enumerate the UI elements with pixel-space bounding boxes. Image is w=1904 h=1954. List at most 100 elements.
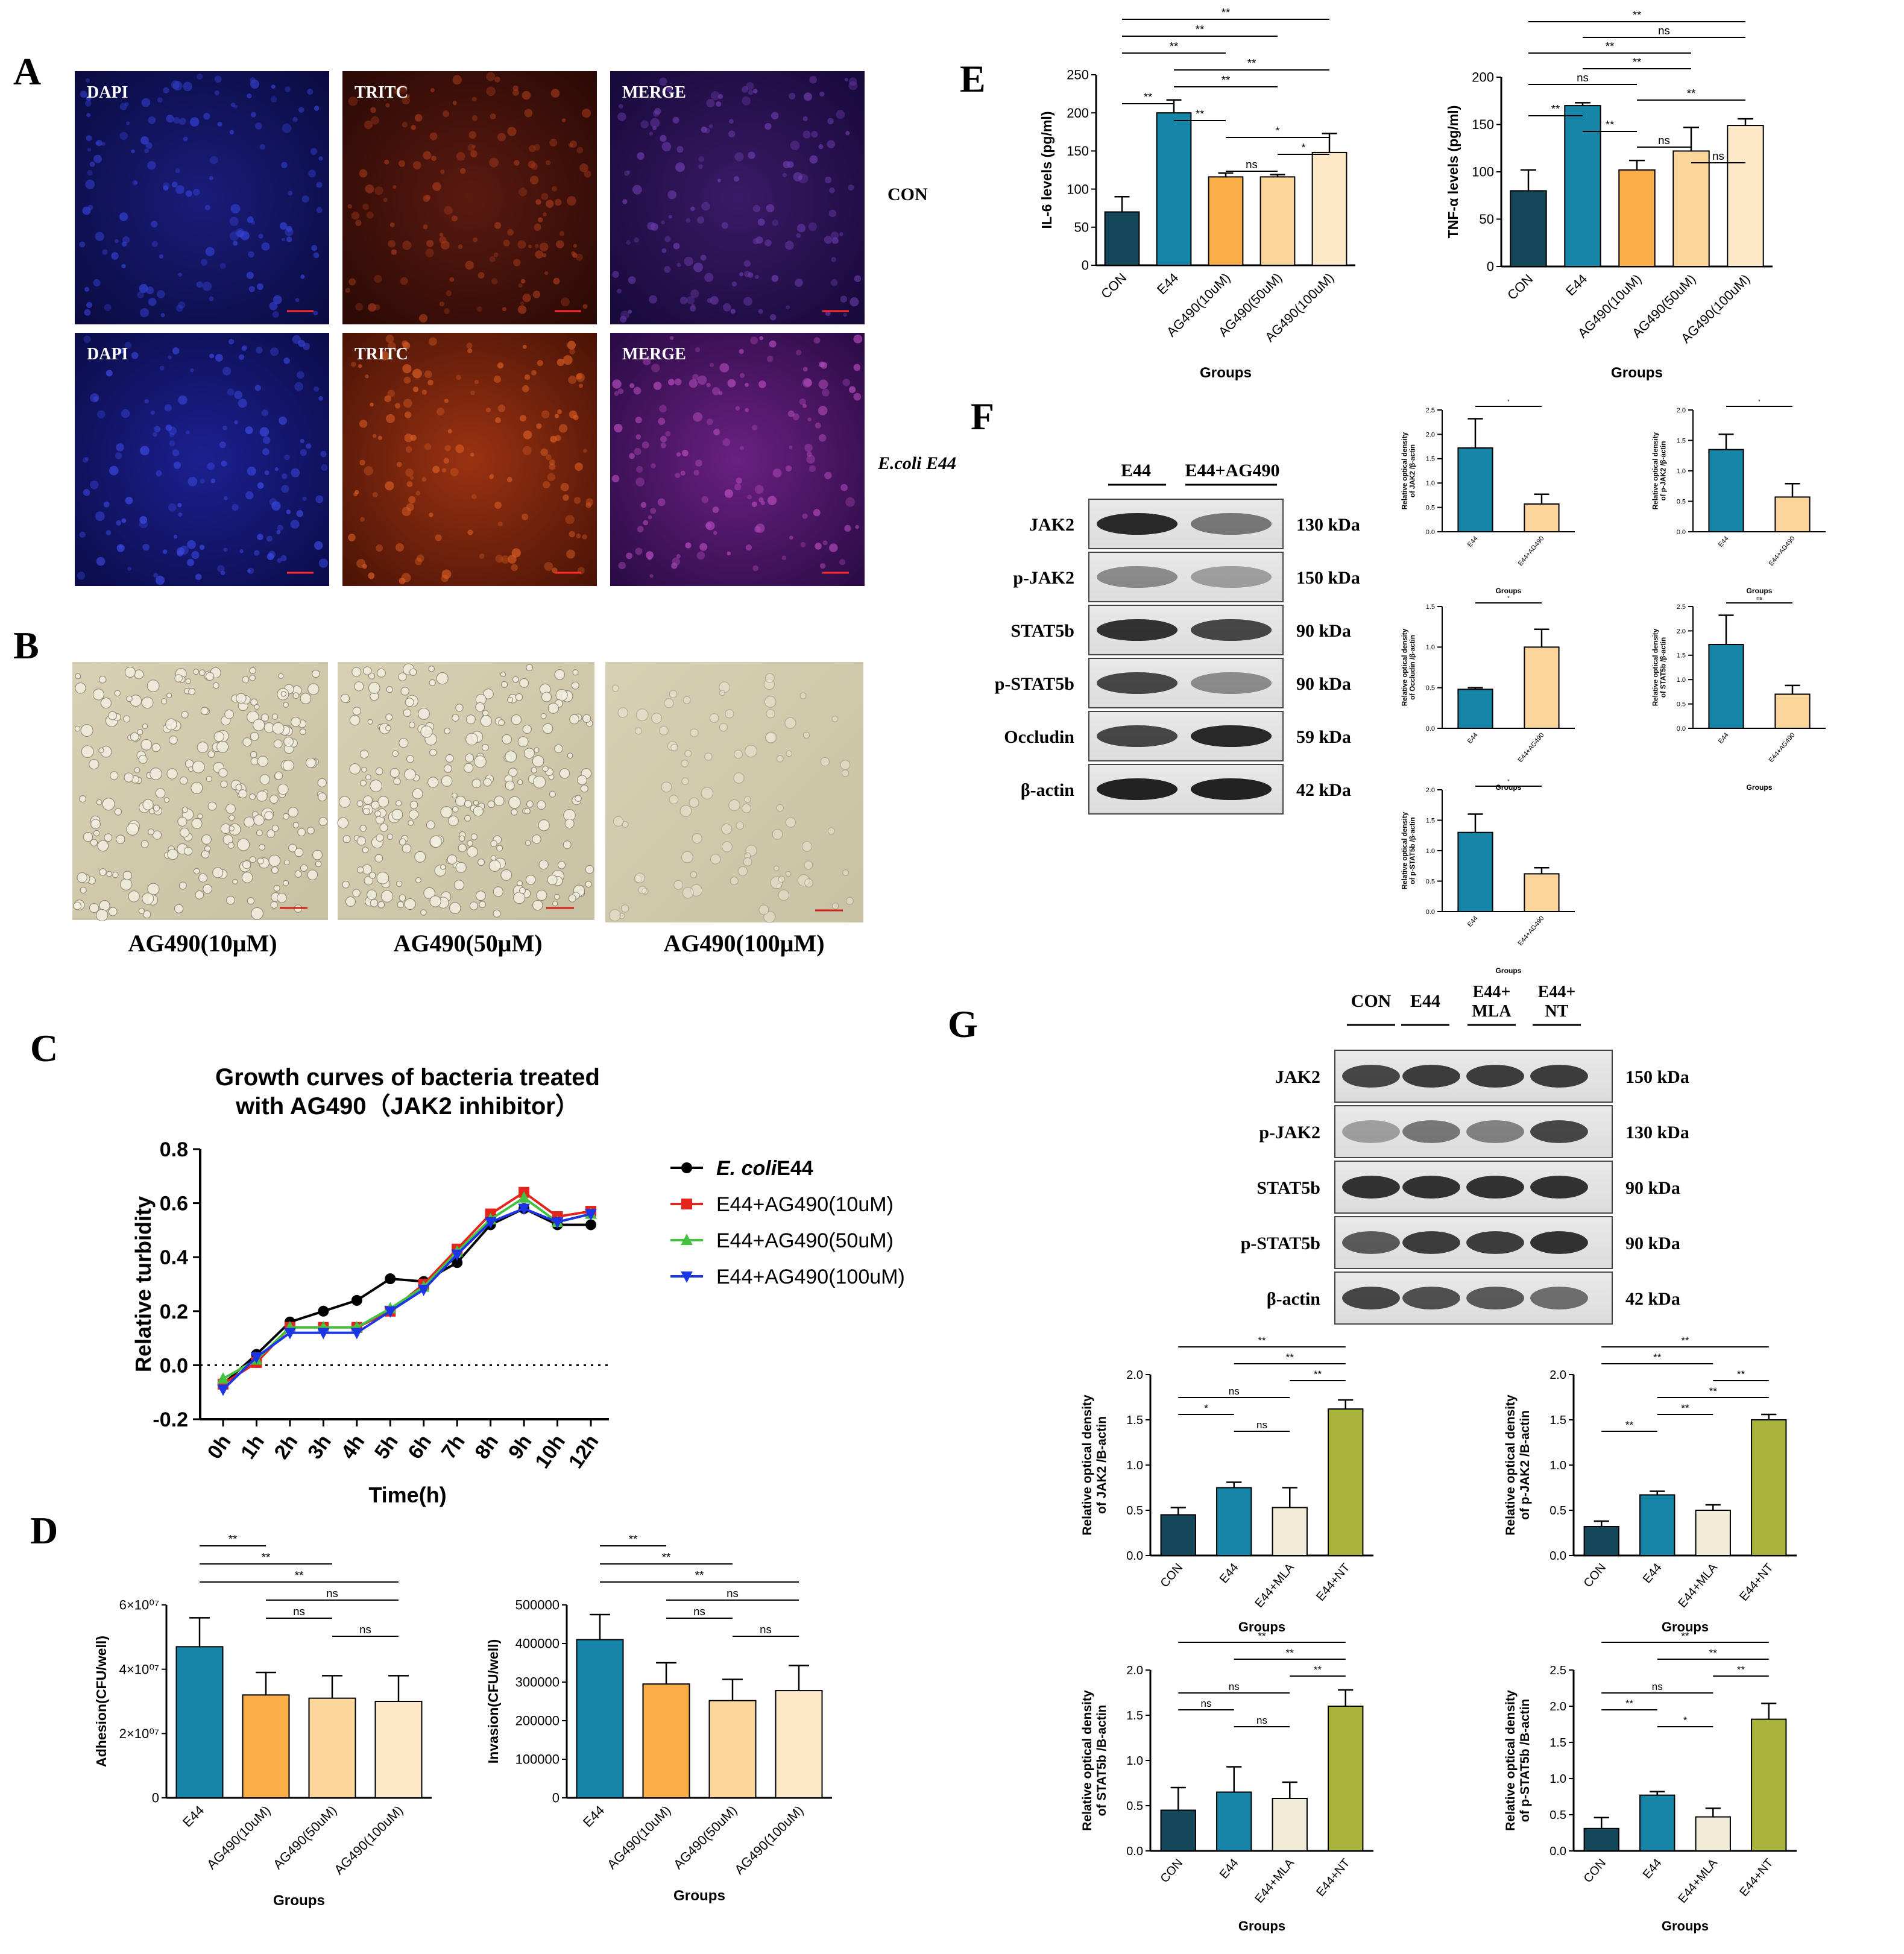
cell-nucleus	[585, 502, 591, 508]
x-axis-label: Groups	[1238, 1619, 1285, 1634]
x-tick-label: 6h	[403, 1431, 436, 1463]
cell-body	[241, 871, 253, 883]
significance-mark: ns	[1246, 158, 1258, 171]
cell-body	[93, 830, 100, 837]
cell-body	[305, 757, 316, 768]
cell-body	[682, 696, 691, 704]
cell-nucleus	[121, 518, 127, 523]
protein-band	[1342, 1065, 1400, 1088]
cell-nucleus	[171, 181, 178, 188]
cell-nucleus	[611, 474, 620, 483]
cell-nucleus	[582, 534, 587, 540]
cell-nucleus	[86, 95, 92, 101]
cell-nucleus	[119, 212, 128, 221]
cell-nucleus	[545, 200, 554, 208]
cell-body	[110, 771, 119, 780]
cell-body	[506, 696, 514, 703]
cell-nucleus	[853, 334, 863, 344]
y-tick-label: 0.0	[1126, 1845, 1143, 1858]
cell-body	[396, 880, 403, 887]
y-tick-label: 1.0	[1426, 848, 1435, 855]
cell-body	[389, 767, 400, 778]
panel-f-letter: F	[971, 395, 994, 438]
cell-nucleus	[359, 459, 365, 466]
cell-nucleus	[751, 501, 757, 507]
y-tick-label: 200000	[515, 1713, 560, 1729]
cell-nucleus	[653, 382, 662, 390]
cell-nucleus	[647, 221, 656, 230]
significance-mark: *	[1275, 124, 1279, 137]
cell-nucleus	[408, 496, 416, 504]
cell-body	[260, 713, 270, 722]
cell-nucleus	[800, 541, 806, 547]
cell-nucleus	[802, 130, 811, 139]
cell-body	[641, 887, 649, 895]
lane-label: E44	[1410, 991, 1440, 1011]
cell-nucleus	[148, 297, 157, 306]
x-tick-label: E44+AG490	[1517, 731, 1546, 764]
data-point	[317, 1328, 330, 1340]
cell-body	[90, 819, 101, 830]
cell-nucleus	[115, 452, 122, 459]
cell-body	[500, 671, 506, 678]
cell-nucleus	[177, 503, 182, 508]
cell-body	[181, 711, 189, 719]
cell-nucleus	[569, 531, 575, 538]
cell-nucleus	[257, 482, 264, 489]
cell-body	[365, 774, 371, 781]
cell-body	[126, 695, 133, 702]
cell-body	[379, 823, 388, 832]
cell-nucleus	[95, 232, 104, 241]
cell-nucleus	[818, 433, 827, 442]
growth-curve-chart: -0.20.00.20.40.60.80h 1h 2h 3h 4h 5h 6h 7h 8h 9h1…	[131, 1138, 905, 1507]
data-point	[681, 1162, 692, 1173]
cell-nucleus	[701, 496, 709, 503]
significance-mark: **	[1681, 1630, 1689, 1642]
cell-body	[404, 768, 416, 781]
cell-body	[114, 808, 122, 816]
cell-nucleus	[650, 508, 657, 514]
protein-band	[1402, 1065, 1460, 1088]
cell-nucleus	[721, 222, 728, 229]
cell-nucleus	[90, 481, 99, 490]
bar	[1272, 1798, 1308, 1852]
cell-body	[166, 768, 178, 780]
cell-nucleus	[745, 544, 752, 551]
cell-nucleus	[789, 535, 793, 540]
cell-body	[253, 719, 265, 731]
lane-label: MLA	[1472, 1002, 1512, 1021]
cell-body	[315, 860, 322, 868]
cell-nucleus	[82, 206, 91, 215]
cell-body	[349, 714, 361, 726]
cell-body	[429, 679, 436, 687]
y-tick-label: 6×10⁰⁷	[119, 1598, 159, 1613]
cell-nucleus	[543, 212, 547, 216]
cell-nucleus	[318, 558, 329, 568]
y-tick-label: 2.0	[1549, 1700, 1566, 1713]
cell-nucleus	[522, 90, 531, 100]
cell-nucleus	[199, 544, 205, 550]
cell-body	[152, 830, 162, 840]
cell-body	[271, 824, 279, 832]
y-tick-label: 0.0	[1677, 529, 1686, 536]
x-tick-label: 2h	[270, 1431, 303, 1463]
cell-nucleus	[727, 551, 731, 556]
cell-nucleus	[187, 540, 196, 549]
cell-nucleus	[165, 424, 172, 431]
x-tick-label: E44	[1717, 535, 1730, 549]
cell-nucleus	[626, 552, 633, 559]
cell-body	[368, 682, 380, 694]
y-tick-label: 1.5	[1126, 1709, 1143, 1722]
cell-nucleus	[494, 501, 502, 509]
cell-body	[613, 816, 624, 827]
cell-body	[498, 719, 505, 726]
x-tick-label: E44+NT	[1737, 1561, 1776, 1604]
cell-body	[532, 834, 541, 844]
cell-nucleus	[84, 309, 91, 316]
cell-nucleus	[119, 102, 127, 110]
cell-nucleus	[675, 162, 685, 172]
bar	[1672, 150, 1710, 267]
cell-nucleus	[362, 564, 367, 569]
cell-nucleus	[736, 477, 742, 484]
